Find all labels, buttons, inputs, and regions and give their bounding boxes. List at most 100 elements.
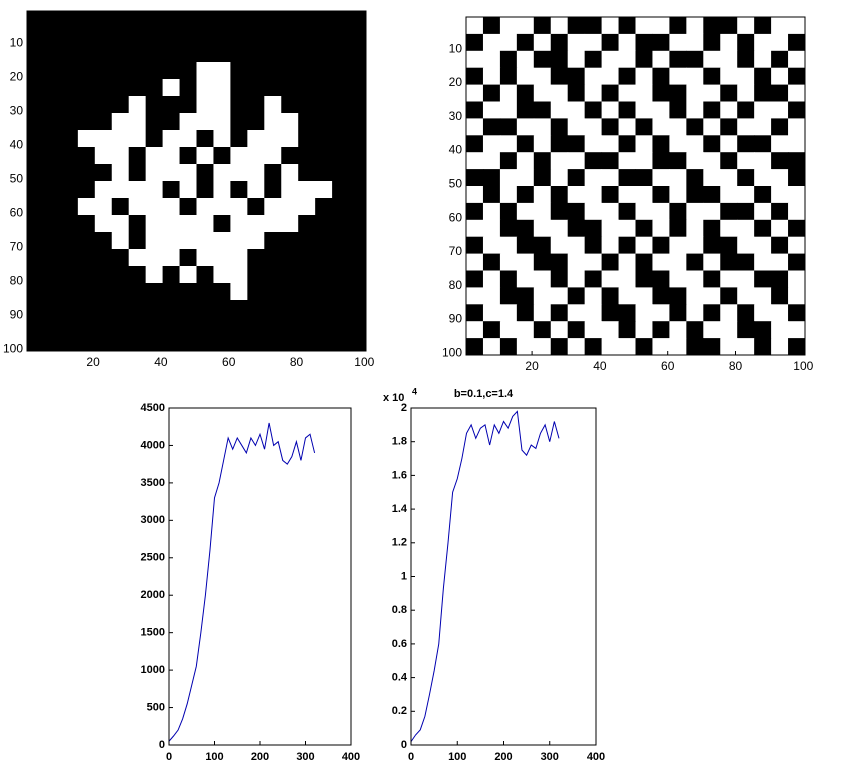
pixel-cell: [281, 198, 299, 216]
pixel-cell: [533, 33, 552, 52]
pixel-cell: [669, 253, 687, 271]
pixel-cell: [533, 101, 552, 119]
pixel-cell: [686, 338, 704, 356]
pixel-cell: [281, 113, 299, 131]
pixel-cell: [281, 334, 299, 352]
pixel-cell: [601, 17, 620, 35]
pixel-cell: [754, 253, 772, 271]
pixel-cell: [652, 338, 670, 356]
pixel-cell: [298, 62, 316, 80]
pixel-cell: [196, 130, 214, 148]
pixel-cell: [550, 152, 569, 170]
pixel-cell: [686, 84, 704, 102]
x-tick-label: 200: [494, 751, 512, 763]
pixel-cell: [618, 321, 636, 339]
pixel-cell: [179, 334, 197, 352]
pixel-cell: [788, 169, 806, 187]
pixel-cell: [533, 135, 552, 153]
pixel-cell: [247, 62, 265, 80]
pixel-cell: [196, 334, 214, 352]
pixel-cell: [196, 300, 214, 318]
pixel-cell: [60, 334, 79, 352]
pixel-cell: [466, 236, 484, 255]
pixel-cell: [703, 169, 721, 187]
pixel-cell: [703, 321, 721, 339]
pixel-cell: [128, 79, 147, 97]
pixel-cell: [703, 135, 721, 153]
pixel-cell: [196, 79, 214, 97]
pixel-cell: [652, 152, 670, 170]
pixel-cell: [213, 28, 231, 46]
pixel-cell: [550, 33, 569, 52]
pixel-cell: [60, 300, 79, 318]
pixel-cell: [720, 219, 738, 238]
pixel-cell: [584, 169, 603, 187]
pixel-cell: [60, 266, 79, 284]
pixel-cell: [466, 253, 484, 271]
pixel-cell: [737, 169, 755, 187]
pixel-cell: [669, 50, 687, 69]
pixel-cell: [618, 118, 636, 136]
pixel-cell: [264, 147, 282, 165]
pixel-cell: [315, 198, 333, 216]
pixel-cell: [686, 135, 704, 153]
pixel-cell: [43, 147, 62, 165]
pixel-cell: [533, 253, 552, 271]
pixel-cell: [162, 198, 181, 216]
pixel-cell: [281, 317, 299, 335]
pixel-cell: [213, 79, 231, 97]
pixel-cell: [27, 11, 45, 29]
pixel-cell: [601, 118, 620, 136]
pixel-cell: [281, 232, 299, 250]
pixel-cell: [247, 266, 265, 284]
pixel-cell: [567, 219, 586, 238]
y-tick-label: 80: [10, 273, 24, 287]
pixel-cell: [466, 321, 484, 339]
pixel-cell: [771, 236, 789, 255]
pixel-cell: [567, 169, 586, 187]
plot-area: [169, 408, 351, 745]
y-tick-label: 0.8: [392, 604, 407, 616]
pixel-cell: [264, 266, 282, 284]
pixel-cell: [315, 62, 333, 80]
pixel-cell: [703, 17, 721, 35]
pixel-cell: [162, 113, 181, 131]
pixel-cell: [754, 118, 772, 136]
pixel-cell: [94, 164, 113, 182]
pixel-cell: [27, 45, 45, 63]
pixel-cell: [94, 113, 113, 131]
pixel-cell: [737, 50, 755, 69]
pixel-cell: [27, 317, 45, 335]
pixel-cell: [27, 79, 45, 97]
subplot: 20 40 60 80 100 10 20 30 40 50 60 70 80 90 100: [3, 10, 375, 369]
pixel-cell: [618, 236, 636, 255]
pixel-cell: [499, 169, 518, 187]
pixel-cell: [550, 236, 569, 255]
y-tick-label: 0.2: [392, 705, 407, 717]
pixel-cell: [43, 130, 62, 148]
pixel-cell: [567, 135, 586, 153]
pixel-cell: [635, 135, 653, 153]
pixel-cell: [27, 181, 45, 199]
pixel-cell: [516, 135, 535, 153]
pixel-cell: [652, 169, 670, 187]
pixel-cell: [196, 11, 214, 29]
pixel-cell: [601, 84, 620, 102]
pixel-cell: [516, 219, 535, 238]
y-tick-label: 20: [10, 69, 24, 83]
pixel-cell: [754, 67, 772, 86]
pixel-cell: [533, 186, 552, 204]
pixel-cell: [771, 84, 789, 102]
pixel-cell: [584, 152, 603, 170]
pixel-cell: [499, 270, 518, 288]
pixel-cell: [332, 96, 350, 114]
pixel-cell: [247, 198, 265, 216]
pixel-cell: [111, 317, 130, 335]
pixel-cell: [652, 202, 670, 221]
y-exponent: 4: [412, 386, 417, 396]
pixel-cell: [247, 317, 265, 335]
pixel-cell: [264, 130, 282, 148]
pixel-cell: [43, 164, 62, 182]
pixel-cell: [737, 135, 755, 153]
pixel-cell: [94, 283, 113, 301]
